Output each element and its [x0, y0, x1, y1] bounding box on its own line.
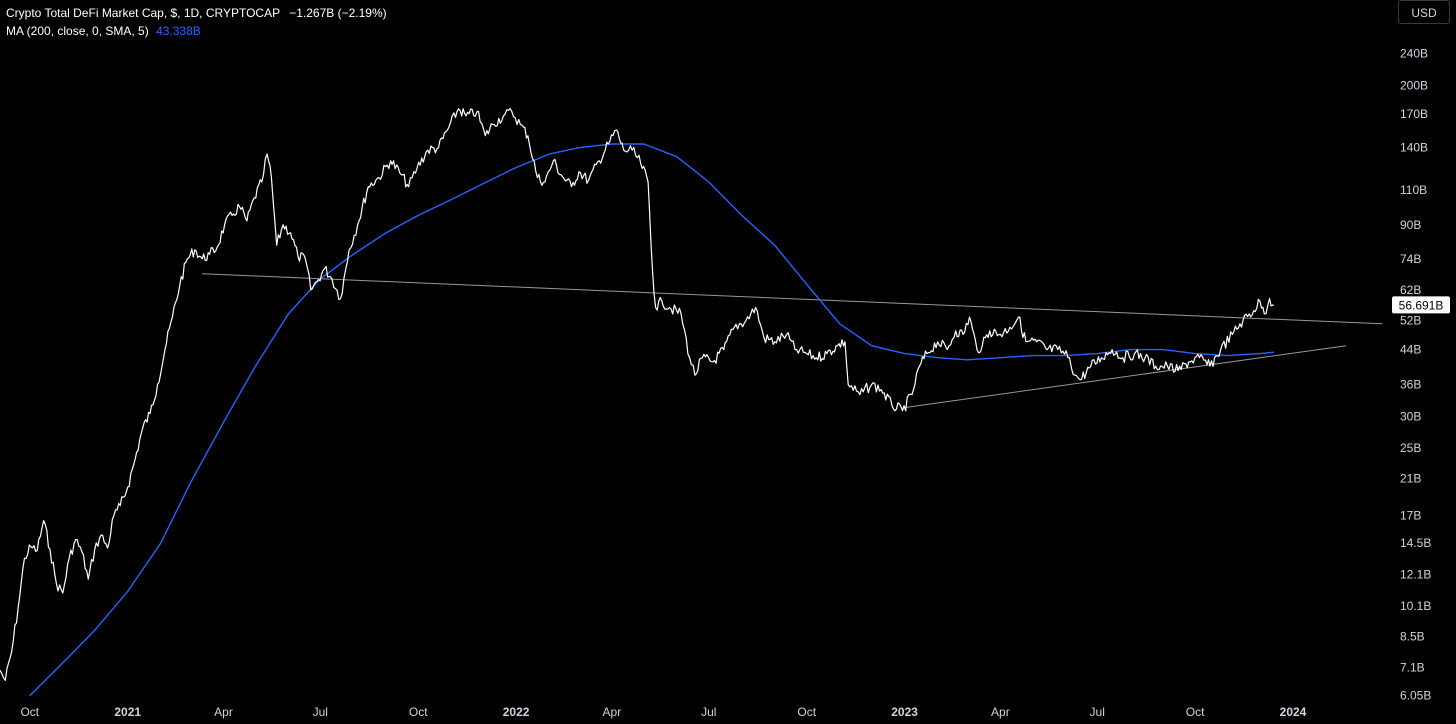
x-tick-label: 2021: [114, 705, 141, 719]
y-tick-label: 6.05B: [1400, 689, 1431, 703]
x-tick-label: 2022: [503, 705, 530, 719]
y-tick-label: 200B: [1400, 79, 1428, 93]
x-tick-label: Oct: [1186, 705, 1205, 719]
trend-line-resistance[interactable]: [202, 273, 1383, 325]
y-tick-label: 30B: [1400, 409, 1421, 423]
y-tick-label: 12.1B: [1400, 568, 1431, 582]
legend-indicator-row: MA (200, close, 0, SMA, 5) 43.338B: [6, 22, 387, 40]
y-tick-label: 44B: [1400, 343, 1421, 357]
y-tick-label: 17B: [1400, 508, 1421, 522]
y-tick-label: 110B: [1400, 183, 1427, 197]
y-tick-label: 36B: [1400, 378, 1421, 392]
x-tick-label: Jul: [701, 705, 716, 719]
y-tick-label: 170B: [1400, 107, 1428, 121]
y-tick-label: 21B: [1400, 472, 1421, 486]
y-tick-label: 25B: [1400, 441, 1421, 455]
chart-legend: Crypto Total DeFi Market Cap, $, 1D, CRY…: [6, 4, 387, 40]
y-tick-label: 140B: [1400, 141, 1428, 155]
x-tick-label: Jul: [1090, 705, 1105, 719]
x-tick-label: Apr: [991, 705, 1010, 719]
y-tick-label: 74B: [1400, 252, 1421, 266]
last-value-label: 56.691B: [1399, 298, 1444, 312]
x-tick-label: 2023: [891, 705, 918, 719]
price-series: [0, 108, 1275, 681]
price-line[interactable]: [0, 108, 1275, 681]
y-tick-label: 7.1B: [1400, 661, 1425, 675]
x-tick-label: Oct: [20, 705, 39, 719]
x-tick-label: Apr: [214, 705, 233, 719]
x-tick-label: Oct: [797, 705, 816, 719]
legend-symbol-row: Crypto Total DeFi Market Cap, $, 1D, CRY…: [6, 4, 387, 22]
y-tick-label: 14.5B: [1400, 536, 1431, 550]
last-value-marker: 56.691B: [1392, 296, 1450, 314]
x-tick-label: Oct: [409, 705, 428, 719]
y-tick-label: 240B: [1400, 47, 1428, 61]
y-tick-label: 10.1B: [1400, 599, 1431, 613]
indicator-value: 43.338B: [156, 24, 201, 38]
y-tick-label: 90B: [1400, 218, 1421, 232]
x-tick-label: Jul: [313, 705, 328, 719]
trend-line-support[interactable]: [902, 345, 1347, 409]
ma-series: [29, 143, 1274, 697]
symbol-title[interactable]: Crypto Total DeFi Market Cap, $, 1D, CRY…: [6, 6, 280, 20]
y-tick-label: 62B: [1400, 283, 1421, 297]
x-axis[interactable]: Oct 2021 Apr Jul Oct 2022 Apr Jul Oct 2023 Apr Jul O…: [20, 705, 1306, 719]
y-tick-label: 8.5B: [1400, 629, 1425, 643]
currency-button[interactable]: USD: [1398, 0, 1450, 24]
price-change: −1.267B (−2.19%): [289, 6, 387, 20]
y-tick-label: 52B: [1400, 314, 1421, 328]
x-tick-label: Apr: [603, 705, 622, 719]
last-value-box: [1392, 296, 1450, 314]
indicator-label[interactable]: MA (200, close, 0, SMA, 5): [6, 24, 149, 38]
trend-lines: [202, 273, 1383, 409]
ma-line[interactable]: [29, 143, 1274, 697]
x-tick-label: 2024: [1280, 705, 1307, 719]
y-axis[interactable]: 240B 200B 170B 140B 110B 90B 74B 62B 52B 44B 36B 30…: [1400, 47, 1431, 703]
